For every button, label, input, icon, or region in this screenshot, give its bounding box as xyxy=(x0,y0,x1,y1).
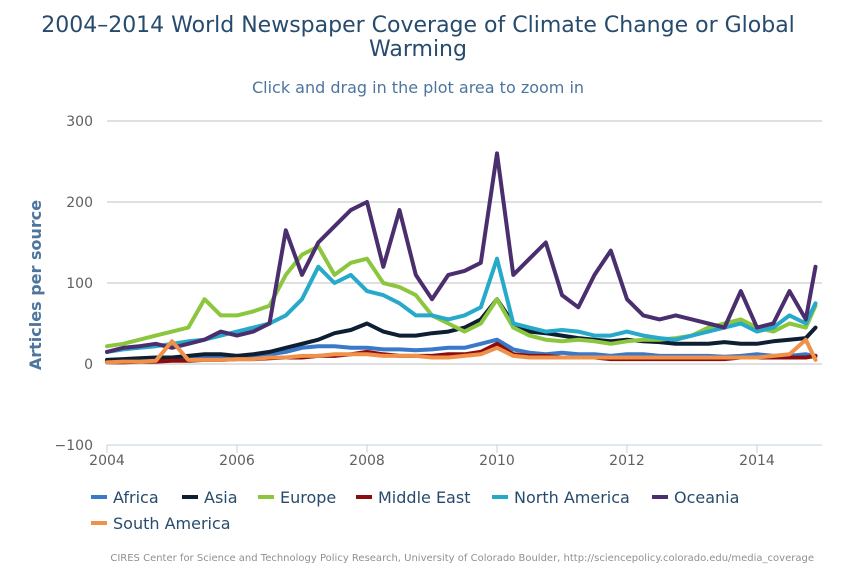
chart-title: 2004–2014 World Newspaper Coverage of Cl… xyxy=(41,13,795,62)
series-line-europe[interactable] xyxy=(105,244,818,349)
legend-label: Europe xyxy=(280,488,336,507)
legend-item-oceania[interactable]: Oceania xyxy=(652,488,739,507)
x-tick-label: 2014 xyxy=(739,453,775,469)
series-line-south-america[interactable] xyxy=(105,337,818,365)
legend-label: South America xyxy=(113,514,231,533)
plot-area[interactable] xyxy=(105,151,818,365)
legend[interactable]: Africa Asia Europe Middle East North America… xyxy=(91,488,739,533)
legend-item-europe[interactable]: Europe xyxy=(258,488,336,507)
legend-item-asia[interactable]: Asia xyxy=(182,488,238,507)
x-tick-label: 2008 xyxy=(349,453,385,469)
legend-label: Asia xyxy=(204,488,238,507)
series-line-oceania[interactable] xyxy=(105,151,818,354)
legend-label: North America xyxy=(514,488,630,507)
y-axis-label: Articles per source xyxy=(26,200,45,370)
series-line-asia[interactable] xyxy=(105,297,818,362)
y-tick-label: 100 xyxy=(66,276,93,292)
axes: −100 0 100 200 300 2004 2006 2008 2010 2012 2014 Ar… xyxy=(26,114,822,469)
y-tick-label: 300 xyxy=(66,114,93,130)
legend-item-north-america[interactable]: North America xyxy=(492,488,630,507)
legend-item-south-america[interactable]: South America xyxy=(91,514,231,533)
chart-subtitle: Click and drag in the plot area to zoom … xyxy=(251,78,585,97)
legend-item-middle-east[interactable]: Middle East xyxy=(356,488,470,507)
x-tick-label: 2010 xyxy=(479,453,515,469)
credits-text[interactable]: CIRES Center for Science and Technology … xyxy=(110,553,814,564)
y-tick-label: 0 xyxy=(84,357,93,373)
y-tick-label: 200 xyxy=(66,195,93,211)
legend-label: Oceania xyxy=(674,488,739,507)
legend-label: Africa xyxy=(113,488,159,507)
legend-label: Middle East xyxy=(378,488,470,507)
x-tick-label: 2004 xyxy=(89,453,125,469)
x-tick-label: 2012 xyxy=(609,453,645,469)
y-tick-label: −100 xyxy=(55,438,93,454)
gridlines xyxy=(107,120,822,446)
x-tick-label: 2006 xyxy=(219,453,255,469)
legend-item-africa[interactable]: Africa xyxy=(91,488,159,507)
